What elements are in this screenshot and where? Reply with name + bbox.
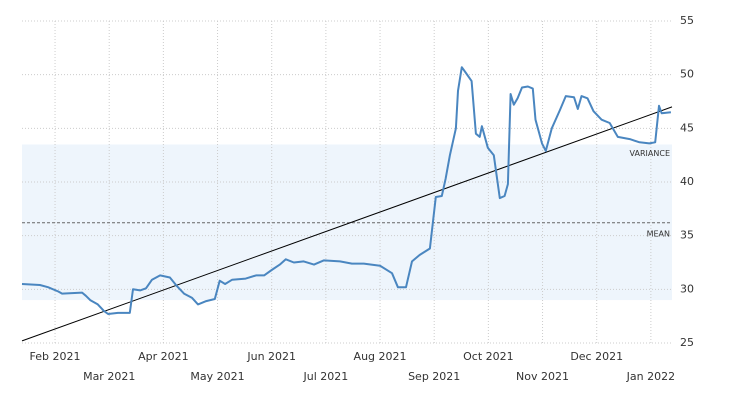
x-tick-label: Oct 2021 <box>463 350 514 363</box>
y-tick-label: 45 <box>680 121 694 134</box>
data-line <box>21 66 672 315</box>
x-tick-label: May 2021 <box>190 370 244 383</box>
mean-label: MEAN <box>647 229 670 238</box>
x-tick-label: Nov 2021 <box>516 370 569 383</box>
variance-band <box>22 144 672 301</box>
x-tick-label: Feb 2021 <box>30 350 81 363</box>
x-tick-label: Apr 2021 <box>138 350 189 363</box>
x-tick-label: Aug 2021 <box>354 350 407 363</box>
variance-label: VARIANCE <box>630 149 670 158</box>
x-tick-label: Dec 2021 <box>570 350 623 363</box>
y-tick-label: 50 <box>680 68 694 81</box>
y-tick-label: 25 <box>680 336 694 349</box>
x-tick-label: Mar 2021 <box>83 370 135 383</box>
y-tick-label: 35 <box>680 229 694 242</box>
y-tick-label: 30 <box>680 282 694 295</box>
x-tick-label: Jun 2021 <box>246 350 296 363</box>
x-tick-label: Jan 2022 <box>626 370 675 383</box>
y-tick-label: 40 <box>680 175 694 188</box>
x-tick-label: Sep 2021 <box>408 370 460 383</box>
x-tick-label: Jul 2021 <box>302 370 348 383</box>
y-tick-label: 55 <box>680 14 694 27</box>
